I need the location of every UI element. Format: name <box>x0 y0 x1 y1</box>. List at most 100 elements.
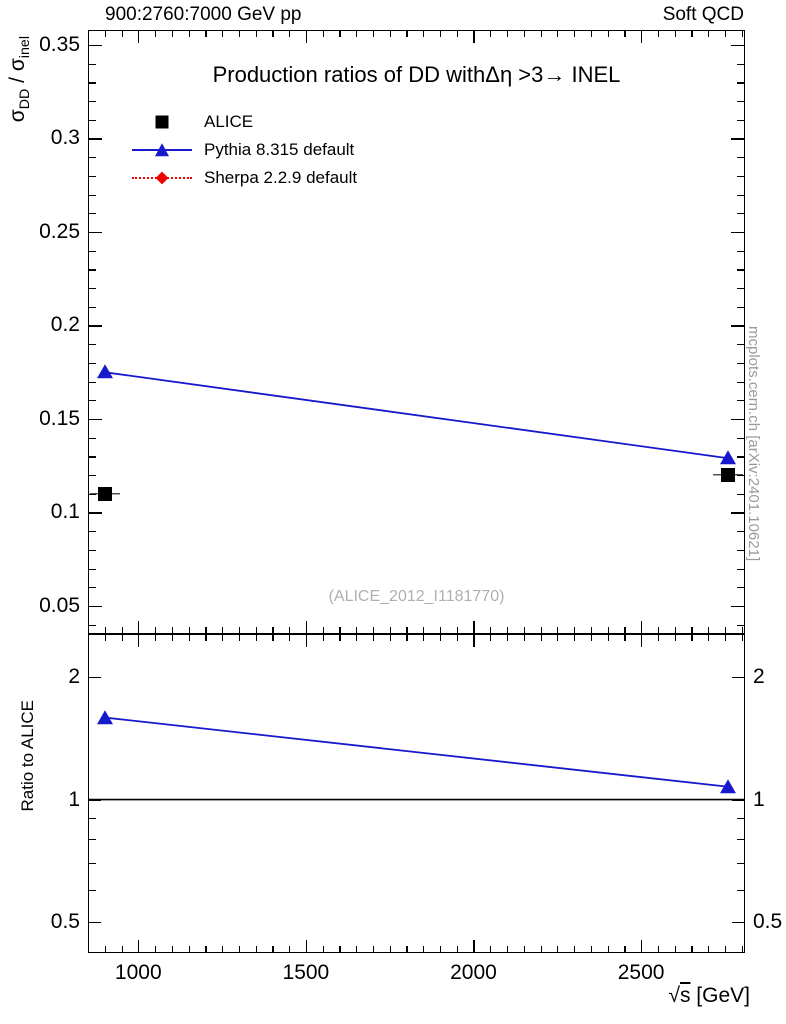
y-tick-ratio-right <box>737 818 745 820</box>
x-tick-main-top <box>272 30 274 37</box>
x-tick-main-top <box>104 30 106 37</box>
x-tick-ratio-top <box>205 634 207 641</box>
y-tick-main <box>88 44 102 47</box>
credit-label: mcplots.cern.ch [arXiv:2401.10621] <box>745 326 762 562</box>
x-tick-ratio-top <box>641 634 643 647</box>
x-tick-main-bottom <box>641 621 643 634</box>
y-tick-main <box>88 381 96 383</box>
y-tick-ratio <box>88 839 96 841</box>
x-tick-ratio-bottom <box>121 946 123 953</box>
x-tick-main-bottom <box>305 621 308 634</box>
x-tick-ratio-top <box>272 634 274 641</box>
y-tick-main <box>88 175 96 178</box>
x-tick-ratio-top <box>523 634 525 641</box>
x-tick-ratio-top <box>574 634 576 641</box>
y-tick-main-right <box>737 213 745 215</box>
y-tick-main-right <box>737 306 745 308</box>
y-tick-main <box>88 400 96 402</box>
y-tick-ratio-right <box>737 862 745 864</box>
y-tick-label-main: 0.3 <box>50 126 80 150</box>
pythia-ratio-marker <box>720 779 737 794</box>
x-tick-ratio-top <box>674 634 676 641</box>
x-tick-ratio-top <box>708 634 710 641</box>
x-tick-ratio-bottom <box>607 946 609 953</box>
x-tick-label: 1500 <box>282 961 330 984</box>
x-tick-ratio-bottom <box>289 946 291 953</box>
legend-label-pythia: Pythia 8.315 default <box>204 140 355 159</box>
y-tick-label-main: 0.35 <box>39 32 80 56</box>
y-tick-main-right <box>737 63 745 65</box>
legend-key-pythia <box>130 138 194 162</box>
alice-data-marker <box>721 468 736 483</box>
x-tick-ratio-top <box>322 634 324 641</box>
x-tick-ratio-top <box>171 634 173 641</box>
x-tick-label: 1000 <box>114 961 162 984</box>
pythia-ratio-marker <box>96 709 113 724</box>
x-tick-main-bottom <box>121 627 123 634</box>
x-tick-ratio-top <box>741 634 743 641</box>
y-tick-main <box>88 512 102 514</box>
x-tick-main-bottom <box>423 627 425 634</box>
x-tick-ratio-bottom <box>473 940 475 953</box>
y-tick-label-main: 0.1 <box>50 500 80 524</box>
y-tick-label-main: 0.25 <box>39 219 80 243</box>
x-tick-main-bottom <box>406 627 408 634</box>
x-tick-main-top <box>372 30 375 37</box>
x-tick-ratio-bottom <box>339 946 341 953</box>
x-tick-main-bottom <box>741 627 743 634</box>
y-tick-main <box>88 475 96 477</box>
x-tick-main-top <box>624 30 626 37</box>
y-tick-main <box>88 138 102 140</box>
x-tick-main-bottom <box>657 627 660 634</box>
x-tick-main-bottom <box>490 627 492 634</box>
y-tick-main <box>88 437 96 439</box>
x-tick-ratio-top <box>607 634 609 641</box>
legend-key-alice <box>130 110 194 134</box>
x-tick-main-top <box>657 30 660 37</box>
alice-data-marker <box>97 486 112 501</box>
x-tick-main-bottom <box>574 627 576 634</box>
pythia-data-marker <box>720 450 737 465</box>
x-tick-main-bottom <box>238 627 241 634</box>
x-tick-main-bottom <box>255 627 257 634</box>
y-tick-main-right <box>731 44 745 47</box>
x-tick-main-top <box>590 30 592 37</box>
x-tick-main-top <box>507 30 509 37</box>
y-tick-main-right <box>737 344 745 346</box>
x-tick-main-bottom <box>389 627 391 634</box>
legend-item-alice[interactable]: ALICE <box>130 108 357 136</box>
y-tick-main-right <box>731 605 745 608</box>
y-tick-main-right <box>737 101 745 103</box>
x-tick-ratio-top <box>423 634 425 641</box>
x-tick-ratio-bottom <box>674 946 676 953</box>
x-tick-ratio-bottom <box>389 946 391 953</box>
y-tick-main-right <box>737 437 745 439</box>
y-tick-main-right <box>737 269 745 271</box>
x-tick-ratio-bottom <box>272 946 274 953</box>
y-tick-main <box>88 157 96 159</box>
x-tick-ratio-bottom <box>238 946 241 953</box>
y-tick-ratio <box>88 889 96 892</box>
x-tick-main-bottom <box>439 627 442 634</box>
x-tick-ratio-top <box>289 634 291 641</box>
y-tick-main <box>88 418 102 421</box>
legend-item-pythia[interactable]: Pythia 8.315 default <box>130 136 357 164</box>
x-tick-main-bottom <box>272 627 274 634</box>
x-tick-main-bottom <box>691 627 693 634</box>
x-tick-ratio-top <box>507 634 509 641</box>
legend-item-sherpa[interactable]: Sherpa 2.2.9 default <box>130 164 357 192</box>
x-tick-main-bottom <box>171 627 173 634</box>
x-tick-ratio-top <box>557 634 559 641</box>
y-tick-main <box>88 624 96 626</box>
y-tick-main <box>88 231 102 234</box>
x-tick-ratio-bottom <box>322 946 324 953</box>
x-tick-ratio-top <box>356 634 358 641</box>
x-tick-ratio-bottom <box>657 946 660 953</box>
y-tick-ratio <box>88 922 101 924</box>
x-tick-main-bottom <box>155 627 157 634</box>
x-tick-main-top <box>607 30 609 37</box>
y-tick-main <box>88 605 102 608</box>
x-tick-ratio-top <box>406 634 408 641</box>
y-tick-main <box>88 101 96 103</box>
